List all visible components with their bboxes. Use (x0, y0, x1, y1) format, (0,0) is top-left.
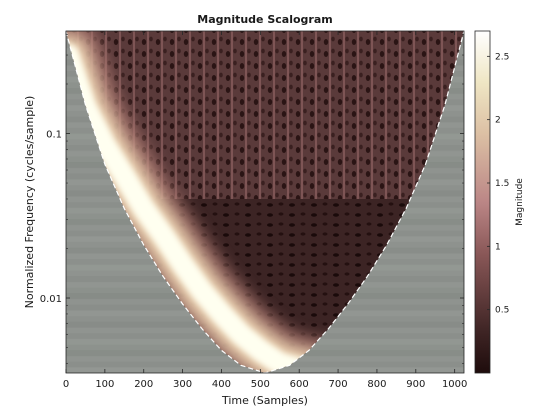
colorbar-tick-label: 1.5 (495, 179, 509, 189)
x-tick-label: 400 (212, 379, 231, 390)
x-tick-label: 1000 (442, 379, 467, 390)
colorbar (474, 30, 491, 374)
y-tick-label: 0.01 (40, 294, 62, 305)
x-tick-label: 700 (329, 379, 348, 390)
y-tick-label: 0.1 (46, 130, 62, 141)
colorbar-label: Magnitude (515, 178, 525, 226)
colorbar-tick-label: 0.5 (495, 306, 509, 316)
x-tick-label: 300 (173, 379, 192, 390)
x-tick-label: 0 (63, 379, 69, 390)
x-tick-label: 200 (134, 379, 153, 390)
x-tick-label: 800 (367, 379, 386, 390)
x-axis-ticks: 0 100 200 300 400 500 600 700 800 900 1000 (63, 31, 467, 390)
ridge-band-core (66, 44, 330, 373)
colorbar-tick-label: 2 (495, 116, 501, 126)
x-tick-label: 500 (251, 379, 270, 390)
plot-area (66, 31, 464, 373)
ridge-band (66, 31, 354, 373)
cone-of-influence-line (66, 31, 464, 373)
x-tick-label: 600 (290, 379, 309, 390)
y-axis-ticks: 0.01 0.1 (40, 34, 464, 364)
axes-box (65, 30, 465, 374)
colorbar-tick-label: 2.5 (495, 52, 509, 62)
chart-title: Magnitude Scalogram (197, 13, 332, 26)
colorbar-tick-label: 1 (495, 242, 501, 252)
x-tick-label: 900 (406, 379, 425, 390)
x-axis-label: Time (Samples) (221, 394, 308, 407)
x-tick-label: 100 (95, 379, 114, 390)
colorbar-ticks: 0.5 1 1.5 2 2.5 (487, 52, 509, 316)
y-axis-label: Normalized Frequency (cycles/sample) (23, 96, 36, 309)
